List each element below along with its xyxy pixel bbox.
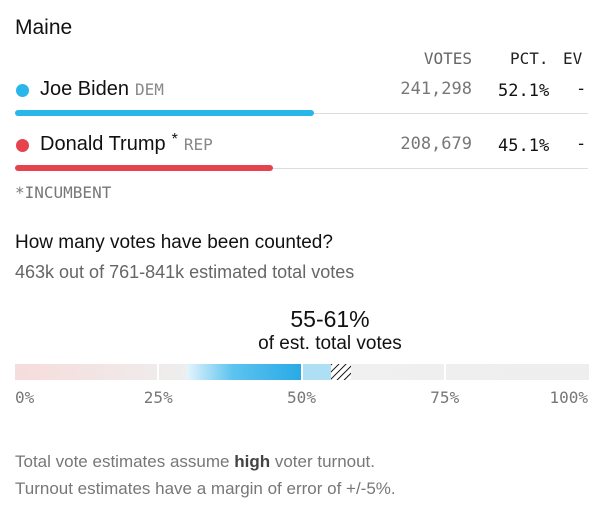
votes: 241,298	[400, 79, 472, 99]
pct: 52.1%	[498, 81, 550, 101]
question: How many votes have been counted?	[15, 232, 333, 253]
ev: -	[576, 79, 587, 99]
ev-header: EV	[563, 49, 583, 68]
tick-label: 75%	[430, 388, 460, 407]
ev: -	[576, 134, 587, 154]
row-rule	[15, 168, 588, 169]
party-dot	[16, 84, 29, 97]
footer-text: voter turnout.	[270, 452, 375, 471]
range-caption: of est. total votes	[258, 333, 402, 354]
votes: 208,679	[400, 134, 472, 154]
tick-label: 25%	[143, 388, 173, 407]
pct-header: PCT.	[510, 49, 549, 68]
incumbent-note: *INCUMBENT	[15, 183, 112, 202]
progress-bar	[15, 364, 589, 380]
estimate-range	[331, 364, 351, 380]
vote-bar	[15, 165, 274, 171]
party: DEM	[134, 80, 164, 99]
incumbent-marker: *	[171, 131, 178, 148]
summary: 463k out of 761-841k estimated total vot…	[15, 262, 355, 282]
footer-text: Total vote estimates assume	[15, 452, 235, 471]
footer-line2: Turnout estimates have a margin of error…	[15, 479, 396, 498]
pct: 45.1%	[498, 136, 550, 156]
tick-label: 0%	[15, 388, 35, 407]
counted-fill	[187, 364, 302, 380]
tick-label: 50%	[287, 388, 316, 407]
footer-bold: high	[234, 452, 271, 471]
candidate-name: Joe Biden	[40, 78, 129, 100]
votes-header: VOTES	[423, 49, 472, 68]
range: 55-61%	[290, 306, 370, 332]
candidate-name: Donald Trump	[40, 133, 166, 155]
counted-light	[302, 364, 331, 380]
tick-label: 100%	[549, 388, 588, 407]
party-dot	[16, 139, 29, 152]
state-title: Maine	[15, 16, 73, 39]
vote-bar	[15, 110, 314, 116]
footer-line1: Total vote estimates assume high voter t…	[15, 452, 375, 472]
party: REP	[183, 135, 213, 154]
